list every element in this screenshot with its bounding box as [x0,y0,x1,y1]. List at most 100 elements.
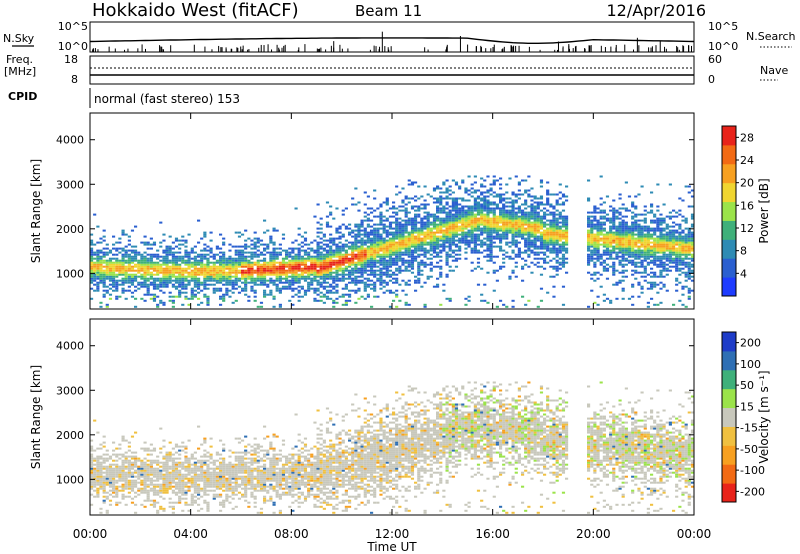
power-y-axis-label: Slant Range [km] [29,159,43,263]
power-cell [662,235,666,238]
power-cell [263,267,267,270]
power-cell [335,273,339,276]
power-cell [379,221,383,224]
power-cell [96,265,100,268]
power-cell [624,229,628,232]
power-cell [653,253,657,256]
velocity-cell [112,483,116,486]
power-cell [461,219,465,222]
power-cell [602,299,606,302]
power-cell [281,259,286,262]
power-cell [480,215,484,218]
power-cell [656,275,660,278]
power-cell [533,237,537,240]
velocity-cell [90,481,94,484]
power-cell [354,267,358,270]
power-cell [373,189,377,192]
power-cell [454,223,459,226]
power-cell [322,257,326,260]
power-cell [360,271,364,274]
power-cell [159,281,163,284]
power-cell [650,271,654,274]
power-cell [612,249,616,252]
power-cell [612,215,616,218]
power-cell [627,251,632,254]
power-cell [278,265,282,268]
power-cell [527,193,531,196]
power-cell [439,239,443,242]
power-cell [156,287,160,290]
power-cell [115,281,119,284]
power-cell [536,229,540,232]
power-cell [181,279,185,282]
power-cell [395,185,399,188]
velocity-cell [93,457,97,460]
power-cell [511,215,515,218]
power-cell [90,259,94,262]
power-cell [627,261,632,264]
power-cell [596,225,600,228]
power-cell [96,257,100,260]
power-cell [395,245,399,248]
power-cell [690,241,695,244]
power-cell [316,253,320,256]
power-cell [325,243,330,246]
power-cell [659,245,663,248]
power-cell [615,247,619,250]
power-cell [363,263,367,266]
power-cell [486,191,490,194]
power-cell [407,269,411,272]
power-cell [533,215,537,218]
power-cell [473,189,477,192]
power-cell [316,287,320,290]
power-cell [618,239,622,242]
power-cell [253,251,257,254]
colorbar-tick-label: 28 [740,131,754,144]
power-cell [250,261,254,264]
power-cell [533,243,537,246]
power-cell [313,279,317,282]
power-cell [552,257,556,260]
velocity-cell [99,475,103,478]
power-cell [234,265,238,268]
power-cell [684,257,688,260]
power-cell [395,277,399,280]
power-cell [650,281,654,284]
power-cell [659,213,663,216]
power-cell [178,243,182,246]
power-cell [653,251,657,254]
power-cell [609,239,613,242]
power-cell [436,239,440,242]
power-cell [281,281,286,284]
power-cell [319,231,323,234]
power-cell [650,233,654,236]
power-cell [524,189,528,192]
velocity-cell [102,471,106,474]
power-cell [407,245,411,248]
power-cell [615,237,619,240]
power-cell [486,259,490,262]
power-cell [615,209,619,212]
power-cell [634,237,638,240]
power-cell [436,251,440,254]
power-cell [489,187,493,190]
power-cell [244,255,248,258]
power-cell [687,289,691,292]
power-cell [363,191,367,194]
power-cell [414,279,418,282]
power-cell [429,229,433,232]
power-cell [521,225,525,228]
power-cell [442,235,446,238]
power-cell [118,265,122,268]
power-cell [102,289,106,292]
power-cell [505,205,509,208]
power-cell [96,273,100,276]
power-cell [646,245,650,248]
power-cell [448,219,452,222]
power-cell [436,231,440,234]
power-cell [105,275,109,278]
power-cell [215,271,219,274]
power-cell [684,245,688,248]
power-cell [344,253,348,256]
power-cell [546,191,550,194]
